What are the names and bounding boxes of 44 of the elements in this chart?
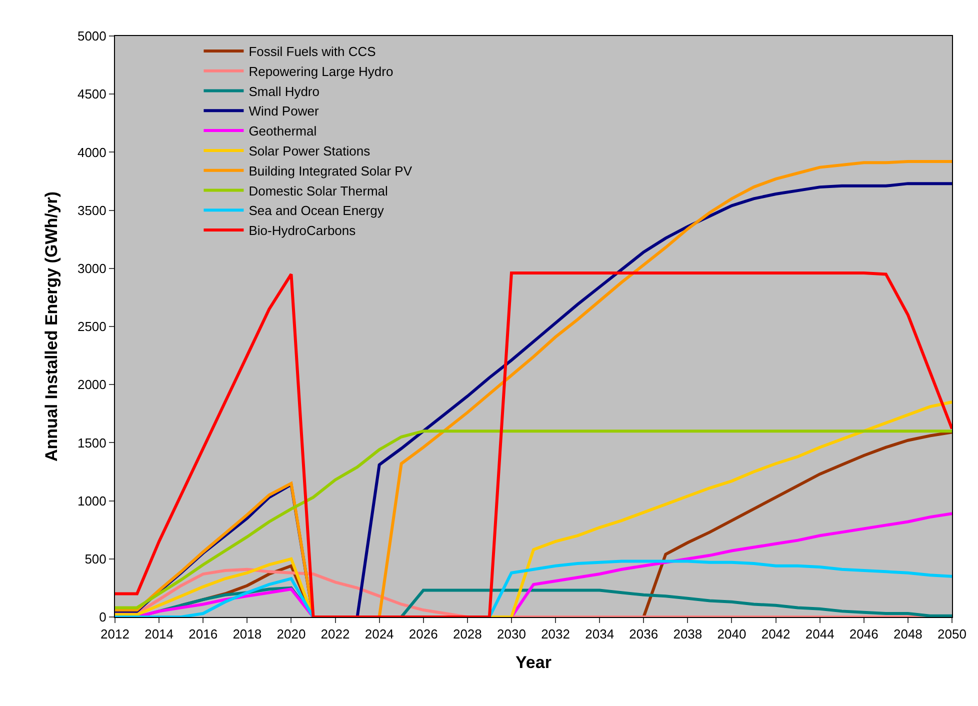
- x-tick-label: 2022: [320, 626, 350, 642]
- x-tick-label: 2014: [144, 626, 174, 642]
- legend-label: Wind Power: [248, 104, 320, 119]
- y-tick-label: 5000: [77, 28, 106, 44]
- x-tick-label: 2038: [673, 626, 702, 642]
- y-tick-label: 500: [84, 551, 106, 566]
- x-tick-label: 2028: [452, 626, 482, 642]
- x-tick-label: 2044: [805, 626, 834, 642]
- x-tick-label: 2048: [893, 626, 922, 642]
- legend-label: Sea and Ocean Energy: [248, 203, 384, 218]
- x-tick-label: 2042: [761, 626, 790, 642]
- x-tick-label: 2020: [276, 626, 306, 642]
- x-tick-label: 2012: [100, 626, 130, 642]
- x-tick-label: 2030: [497, 626, 526, 642]
- legend-label: Building Integrated Solar PV: [248, 163, 412, 178]
- y-tick-label: 4000: [77, 144, 106, 160]
- x-tick-label: 2026: [408, 626, 438, 642]
- x-tick-label: 2036: [629, 626, 658, 642]
- legend-label: Repowering Large Hydro: [248, 64, 394, 79]
- x-tick-label: 2024: [364, 626, 394, 642]
- x-tick-label: 2040: [717, 626, 746, 642]
- x-tick-label: 2050: [938, 626, 966, 642]
- y-tick-label: 2500: [77, 319, 106, 334]
- x-tick-label: 2034: [585, 626, 614, 642]
- y-axis-title: Annual Installed Energy (GWh/yr): [42, 191, 62, 462]
- x-tick-label: 2016: [188, 626, 218, 642]
- y-tick-label: 3500: [77, 202, 106, 218]
- y-tick-label: 1500: [77, 435, 106, 450]
- x-tick-label: 2018: [232, 626, 262, 642]
- legend-label: Domestic Solar Thermal: [248, 183, 388, 198]
- legend-label: Fossil Fuels with CCS: [248, 44, 376, 60]
- x-tick-label: 2032: [541, 626, 570, 642]
- legend-label: Small Hydro: [248, 84, 320, 99]
- y-tick-label: 3000: [77, 260, 106, 276]
- y-tick-label: 1000: [77, 493, 106, 508]
- y-tick-label: 0: [99, 610, 106, 625]
- y-tick-label: 4500: [77, 86, 106, 102]
- x-axis-title: Year: [516, 653, 552, 672]
- line-series: [115, 272, 952, 617]
- x-tick-label: 2046: [849, 626, 878, 642]
- legend-label: Solar Power Stations: [248, 144, 371, 159]
- y-tick-label: 2000: [77, 377, 106, 392]
- legend-label: Geothermal: [248, 124, 317, 139]
- legend-label: Bio-HydroCarbons: [248, 223, 356, 238]
